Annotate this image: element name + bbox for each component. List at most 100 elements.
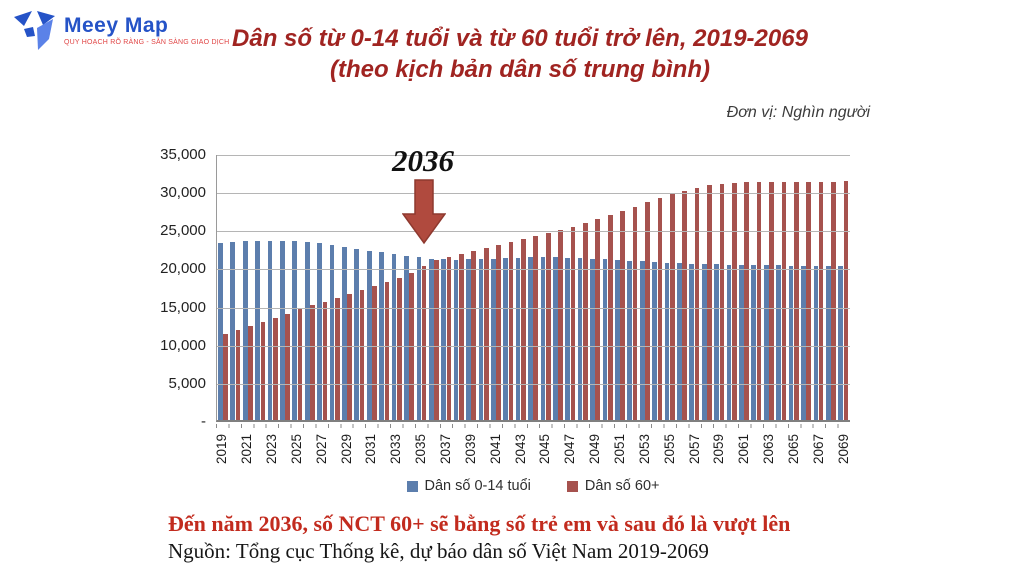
bar-group-2021: [242, 155, 254, 420]
bar-age0-14-2061: [739, 264, 744, 420]
bar-age0-14-2042: [503, 258, 509, 420]
bar-group-2019: [217, 155, 229, 420]
bar-age0-14-2057: [689, 263, 695, 420]
bar-age0-14-2037: [441, 259, 446, 420]
bar-group-2037: [440, 155, 452, 420]
y-tick-label: 15,000: [160, 298, 206, 316]
bar-age60plus-2023: [272, 317, 278, 420]
x-tick-label-2049: 2049: [587, 434, 603, 465]
legend-swatch-red-icon: [566, 480, 578, 492]
y-tick-label: -: [201, 413, 206, 430]
chart-title-line1: Dân số từ 0-14 tuổi và từ 60 tuổi trở lê…: [232, 25, 808, 52]
bar-age60plus-2040: [483, 248, 489, 420]
bar-group-2026: [304, 155, 316, 420]
bar-age0-14-2036: [428, 258, 434, 420]
bar-age0-14-2055: [664, 262, 670, 420]
bar-age0-14-2066: [801, 265, 806, 420]
bar-age60plus-2024: [285, 313, 290, 420]
legend-label-0-14: Dân số 0-14 tuổi: [424, 478, 531, 494]
y-tick-label: 5,000: [168, 374, 206, 392]
meey-map-logo-icon: [14, 11, 55, 50]
bar-group-2029: [341, 155, 353, 420]
x-tick-label-2033: 2033: [388, 434, 404, 465]
bar-group-2052: [626, 155, 638, 420]
bar-age60plus-2049: [595, 219, 601, 420]
bar-age60plus-2047: [570, 226, 576, 420]
bar-group-2030: [353, 155, 365, 420]
bar-age60plus-2025: [297, 309, 303, 420]
x-axis: 2019 2021 2023 2025 2027 2029 2031 2033 2035 2037…: [214, 422, 851, 477]
bar-age60plus-2052: [632, 206, 638, 420]
bar-group-2032: [378, 155, 390, 420]
x-tick-label-2037: 2037: [437, 434, 453, 465]
x-tick-label-2043: 2043: [512, 434, 528, 465]
bar-age0-14-2039: [466, 259, 471, 420]
down-arrow-icon: [402, 179, 446, 245]
bar-group-2053: [639, 155, 651, 420]
bar-age0-14-2054: [652, 261, 657, 420]
bar-age0-14-2027: [317, 243, 322, 420]
bar-age60plus-2021: [248, 325, 253, 420]
bar-age0-14-2020: [230, 242, 236, 420]
chart-legend: Dân số 0-14 tuổi Dân số 60+: [216, 478, 850, 494]
x-tick-label-2027: 2027: [313, 434, 329, 465]
x-tick-label-2051: 2051: [612, 434, 628, 465]
bar-age0-14-2043: [515, 257, 521, 420]
bar-group-2046: [552, 155, 564, 420]
y-tick-label: 10,000: [160, 336, 206, 354]
bar-age0-14-2041: [490, 258, 496, 420]
bar-age60plus-2037: [446, 256, 452, 420]
bar-group-2020: [229, 155, 241, 420]
x-tick-label-2061: 2061: [736, 434, 752, 465]
bar-age0-14-2026: [304, 242, 310, 420]
y-tick-label: 25,000: [160, 222, 206, 240]
bar-age60plus-2027: [322, 301, 328, 420]
bar-age60plus-2064: [781, 182, 787, 420]
bar-age60plus-2046: [558, 230, 563, 420]
bar-age60plus-2039: [471, 251, 477, 420]
bar-group-2069: [837, 155, 849, 420]
bar-age60plus-2031: [372, 286, 377, 420]
bar-age0-14-2052: [627, 260, 633, 420]
bar-age60plus-2045: [545, 233, 551, 420]
x-tick-label-2063: 2063: [761, 434, 777, 465]
bar-group-2025: [291, 155, 303, 420]
bar-age0-14-2030: [354, 248, 360, 420]
bar-group-2031: [366, 155, 378, 420]
bar-group-2054: [651, 155, 663, 420]
bar-age0-14-2068: [825, 266, 831, 420]
bar-group-2024: [279, 155, 291, 420]
bar-group-2055: [664, 155, 676, 420]
x-tick-label-2067: 2067: [810, 434, 826, 465]
bar-age60plus-2059: [719, 183, 725, 420]
bar-age60plus-2032: [384, 281, 390, 420]
bar-age60plus-2019: [223, 333, 228, 420]
bar-age60plus-2020: [235, 329, 241, 420]
bar-age0-14-2048: [577, 258, 583, 420]
plot-area: [216, 155, 850, 422]
bar-age0-14-2056: [677, 263, 682, 420]
legend-swatch-blue-icon: [406, 480, 418, 492]
bar-age60plus-2053: [645, 202, 650, 420]
bar-age0-14-2032: [379, 252, 384, 420]
bar-age60plus-2033: [396, 277, 402, 420]
legend-label-60plus: Dân số 60+: [584, 478, 660, 494]
bar-age0-14-2022: [255, 241, 260, 420]
bar-age60plus-2061: [744, 182, 750, 420]
bar-age0-14-2063: [763, 265, 769, 420]
bar-age60plus-2029: [347, 293, 353, 420]
bar-age60plus-2066: [806, 182, 812, 420]
bar-group-2033: [391, 155, 403, 420]
y-tick-label: 35,000: [160, 146, 206, 163]
bar-age0-14-2069: [838, 266, 843, 420]
bar-age60plus-2060: [731, 182, 737, 420]
bar-age60plus-2067: [818, 181, 824, 420]
bar-age60plus-2058: [707, 185, 712, 420]
bar-group-2027: [316, 155, 328, 420]
bar-age0-14-2058: [701, 263, 707, 420]
bar-age0-14-2050: [602, 259, 608, 420]
bar-age0-14-2047: [565, 257, 571, 420]
x-axis-ticks: [216, 424, 850, 428]
legend-item-60plus: Dân số 60+: [566, 478, 660, 494]
x-tick-label-2023: 2023: [263, 434, 279, 465]
